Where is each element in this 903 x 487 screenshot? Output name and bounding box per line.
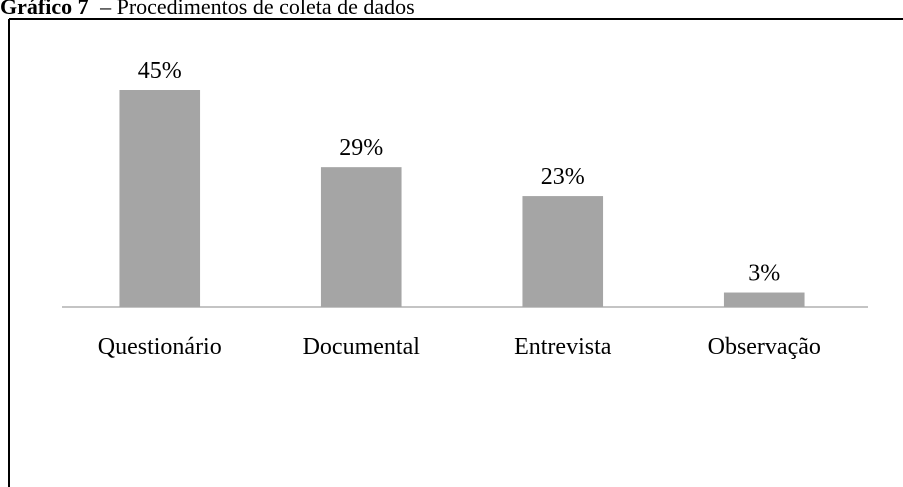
x-tick-label: Entrevista (514, 334, 612, 360)
x-tick-label: Documental (303, 334, 421, 360)
bar (522, 196, 604, 307)
chart-title: Gráfico 7 – Procedimentos de coleta de d… (0, 0, 415, 19)
bar (119, 90, 201, 307)
bar (723, 292, 805, 307)
title-prefix: Gráfico 7 (0, 0, 89, 19)
title-text: – Procedimentos de coleta de dados (99, 0, 415, 19)
data-label: 29% (339, 135, 383, 161)
x-tick-label: Questionário (98, 334, 222, 360)
data-label: 23% (541, 164, 585, 190)
x-tick-label: Observação (708, 334, 821, 360)
bar (320, 167, 402, 307)
data-label: 3% (748, 261, 780, 287)
data-label: 45% (138, 58, 182, 84)
